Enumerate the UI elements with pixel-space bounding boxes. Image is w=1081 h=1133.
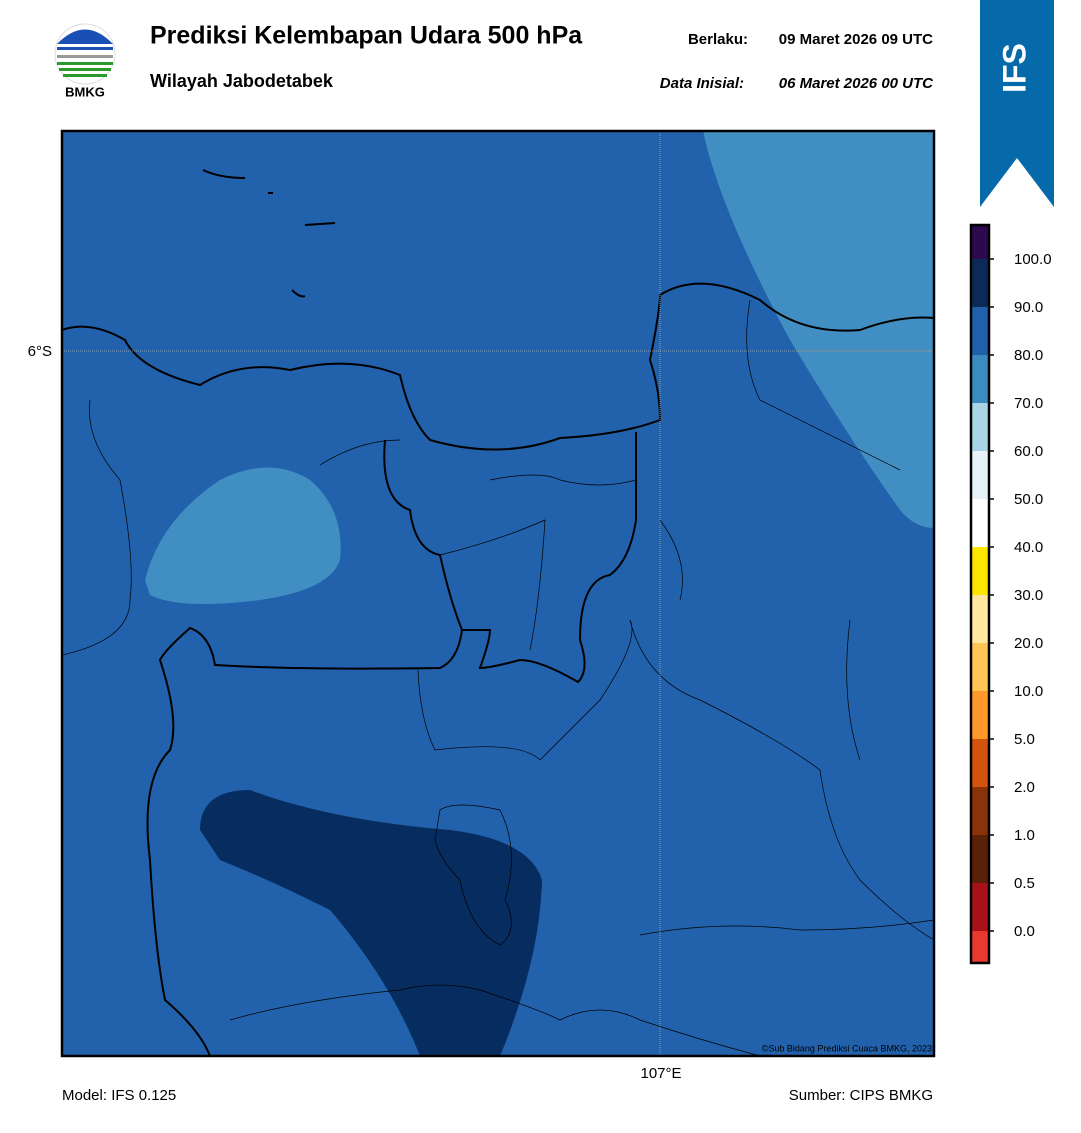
colorbar-tick-label: 0.0 bbox=[1014, 923, 1035, 940]
colorbar-segment bbox=[971, 451, 989, 499]
colorbar-tick-label: 90.0 bbox=[1014, 299, 1043, 316]
colorbar-tick-label: 0.5 bbox=[1014, 875, 1035, 892]
colorbar-segment bbox=[971, 259, 989, 307]
map-area: ©Sub Bidang Prediksi Cuaca BMKG, 2023 bbox=[62, 131, 934, 1056]
colorbar-segment bbox=[971, 691, 989, 739]
map-frame bbox=[60, 129, 936, 1058]
colorbar-segment bbox=[971, 931, 989, 963]
colorbar-segment bbox=[971, 403, 989, 451]
colorbar-tick-label: 50.0 bbox=[1014, 491, 1043, 508]
colorbar-tick-label: 100.0 bbox=[1014, 251, 1052, 268]
title: Prediksi Kelembapan Udara 500 hPa bbox=[150, 22, 583, 50]
valid-label: Berlaku: bbox=[688, 31, 748, 48]
humidity-zone bbox=[200, 790, 542, 1056]
colorbar-segment bbox=[971, 787, 989, 835]
lat-label: 6°S bbox=[28, 343, 52, 360]
logo: BMKG bbox=[54, 23, 116, 99]
humidity-zone bbox=[145, 467, 341, 604]
colorbar-tick-label: 70.0 bbox=[1014, 395, 1043, 412]
colorbar-tick-label: 80.0 bbox=[1014, 347, 1043, 364]
credit: ©Sub Bidang Prediksi Cuaca BMKG, 2023 bbox=[762, 1043, 932, 1053]
coastline bbox=[62, 169, 934, 1056]
colorbar-tick-label: 2.0 bbox=[1014, 779, 1035, 796]
colorbar-segment bbox=[971, 883, 989, 931]
badge-text: IFS bbox=[996, 43, 1032, 93]
colorbar-segment bbox=[971, 739, 989, 787]
colorbar-tick-label: 30.0 bbox=[1014, 587, 1043, 604]
humidity-zone bbox=[703, 131, 934, 528]
init-label: Data Inisial: bbox=[660, 75, 744, 92]
colorbar-tick-label: 40.0 bbox=[1014, 539, 1043, 556]
colorbar: 0.0 0.5 1.0 2.0 5.0 10.0 20.0 30.0 40.0 50.0 60.0 7… bbox=[969, 223, 1052, 965]
colorbar-tick-label: 5.0 bbox=[1014, 731, 1035, 748]
init-value: 06 Maret 2026 00 UTC bbox=[779, 75, 934, 92]
valid-value: 09 Maret 2026 09 UTC bbox=[779, 31, 933, 48]
colorbar-tick-label: 10.0 bbox=[1014, 683, 1043, 700]
footer-model: Model: IFS 0.125 bbox=[62, 1087, 176, 1104]
colorbar-segment bbox=[971, 643, 989, 691]
colorbar-segment bbox=[971, 307, 989, 355]
colorbar-frame bbox=[969, 223, 991, 965]
colorbar-segment bbox=[971, 547, 989, 595]
subtitle: Wilayah Jabodetabek bbox=[150, 71, 334, 91]
colorbar-segment bbox=[971, 355, 989, 403]
admin-boundary bbox=[62, 299, 934, 1056]
colorbar-tick-label: 60.0 bbox=[1014, 443, 1043, 460]
footer-source: Sumber: CIPS BMKG bbox=[789, 1087, 933, 1104]
colorbar-segment bbox=[971, 835, 989, 883]
colorbar-segment bbox=[971, 225, 989, 259]
logo-text: BMKG bbox=[65, 84, 105, 99]
colorbar-tick-label: 1.0 bbox=[1014, 827, 1035, 844]
colorbar-segment bbox=[971, 595, 989, 643]
model-badge bbox=[980, 0, 1054, 207]
colorbar-segment bbox=[971, 499, 989, 547]
lon-label: 107°E bbox=[640, 1065, 681, 1082]
colorbar-tick-label: 20.0 bbox=[1014, 635, 1043, 652]
